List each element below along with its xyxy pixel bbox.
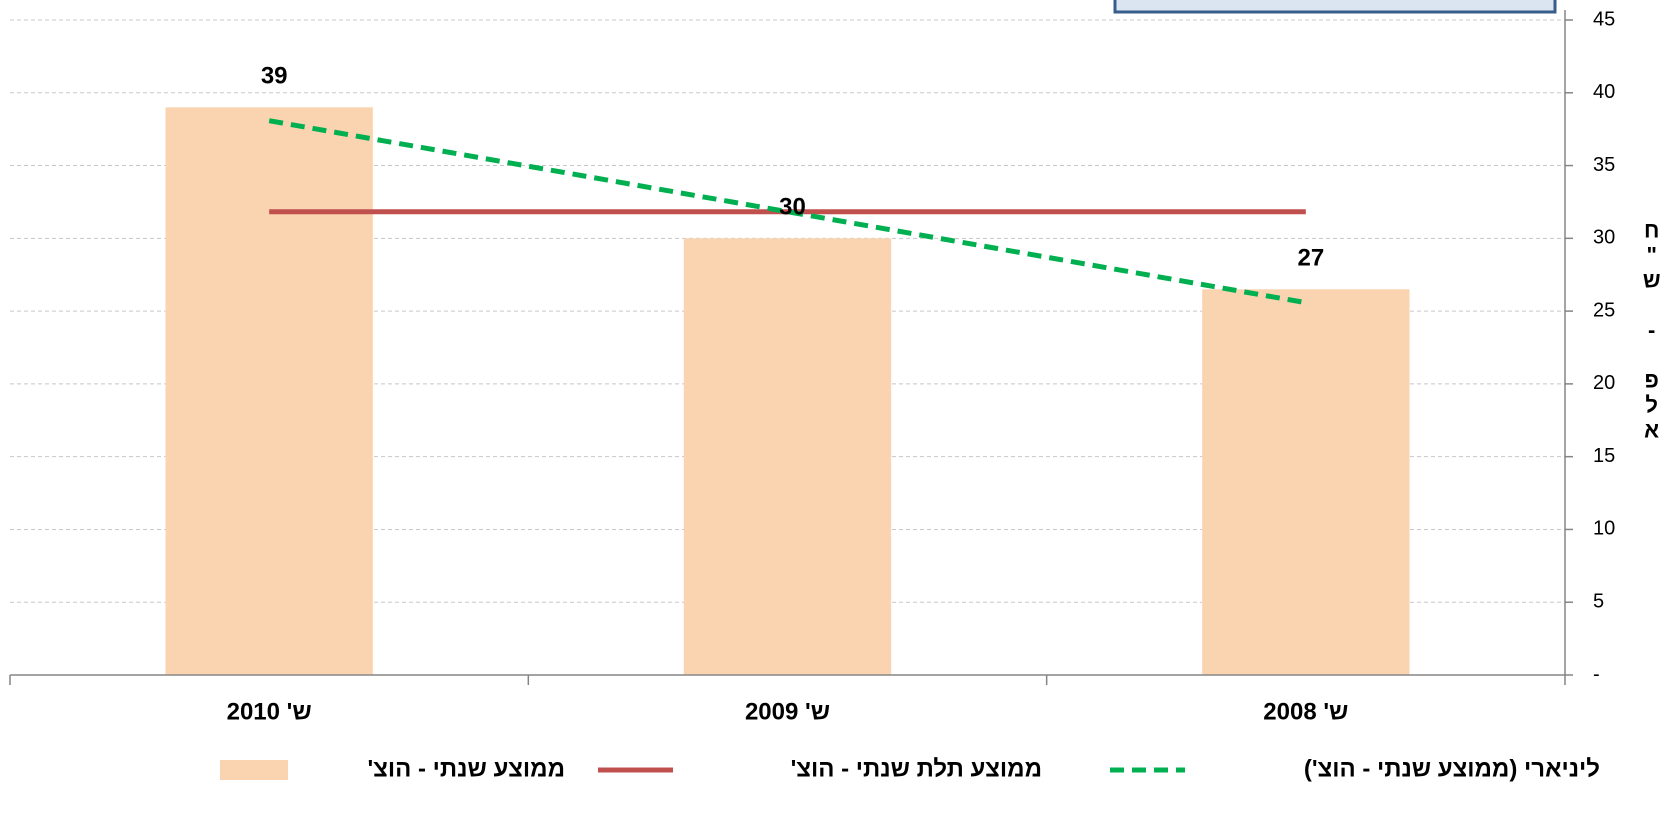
y-tick-label: 10: [1593, 518, 1615, 540]
x-tick-label: ש' 2010: [227, 698, 312, 725]
legend-label: ממוצע שנתי - הוצ': [368, 755, 565, 782]
y-tick-label: 40: [1593, 81, 1615, 103]
x-tick-label: ש' 2008: [1263, 698, 1348, 725]
y-tick-label: -: [1593, 663, 1600, 685]
legend-swatch: [220, 760, 288, 780]
y-axis-label: אלפ - ש"ח: [1639, 218, 1664, 443]
legend-frame: [1113, 0, 1557, 14]
bar: [165, 107, 373, 676]
y-tick-label: 5: [1593, 591, 1604, 613]
y-tick-label: 25: [1593, 299, 1615, 321]
y-tick-label: 15: [1593, 445, 1615, 467]
legend-label: ליניארי (ממוצע שנתי - הוצ'): [1304, 755, 1600, 782]
y-tick-label: 35: [1593, 154, 1615, 176]
x-tick-label: ש' 2009: [745, 698, 830, 725]
y-tick-label: 45: [1593, 8, 1615, 30]
legend-label: ממוצע תלת שנתי - הוצ': [791, 755, 1042, 782]
data-label: 39: [261, 63, 288, 90]
y-tick-label: 20: [1593, 372, 1615, 394]
data-label: 27: [1297, 245, 1324, 272]
y-tick-label: 30: [1593, 227, 1615, 249]
data-label: 30: [779, 194, 806, 221]
bar: [1202, 289, 1410, 675]
bar: [683, 238, 892, 676]
